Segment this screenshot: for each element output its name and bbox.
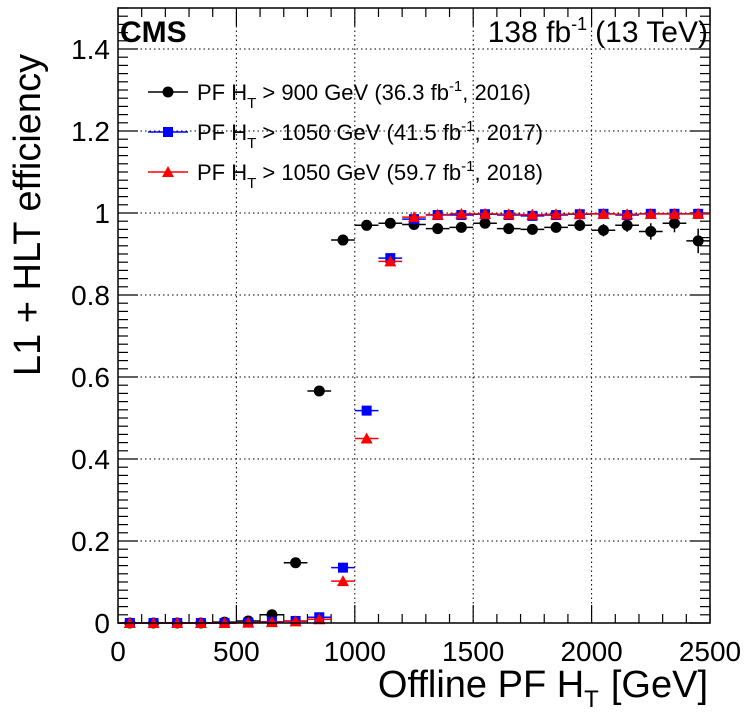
series-square	[118, 208, 710, 628]
cms-label: CMS	[120, 16, 187, 49]
data-point	[265, 616, 278, 628]
data-point	[692, 235, 704, 247]
data-point	[337, 562, 348, 573]
data-point	[455, 221, 467, 233]
y-tick-label: 1.4	[71, 34, 110, 65]
y-tick-label: 0.2	[71, 526, 110, 557]
data-point	[503, 223, 515, 235]
data-point	[597, 207, 610, 219]
series-triangle	[118, 207, 710, 628]
data-point	[290, 557, 302, 569]
legend-marker	[162, 166, 174, 177]
data-point	[645, 225, 657, 237]
data-point	[644, 207, 657, 219]
x-tick-label: 2500	[679, 636, 741, 667]
y-axis-title: L1 + HLT efficiency	[7, 54, 49, 376]
data-point	[550, 221, 562, 233]
axis-tick-labels: 0 500 1000 1500 2000 2500 0 0.2 0.4 0.6 0.8 1 1.2 1.4	[71, 34, 741, 667]
x-axis-title: Offline PF HT [GeV]	[378, 664, 708, 713]
lumi-energy: (13 TeV)	[595, 16, 708, 49]
data-point	[526, 208, 539, 220]
data-point	[550, 208, 563, 220]
x-tick-label: 1500	[442, 636, 504, 667]
x-axis-title-sub: T	[584, 686, 599, 713]
lumi-value: 138 fb	[488, 16, 571, 49]
plot-frame	[117, 7, 711, 624]
legend-marker	[163, 127, 173, 137]
y-tick-label: 0.8	[71, 280, 110, 311]
data-point	[479, 207, 492, 219]
grid-lines	[118, 8, 710, 623]
data-point	[479, 217, 491, 229]
data-point	[242, 616, 255, 628]
data-point	[526, 223, 538, 235]
legend-entry: PF HT > 1050 GeV (59.7 fb-1, 2018)	[148, 158, 543, 192]
data-point	[502, 208, 515, 220]
data-point	[597, 224, 609, 236]
legend-label: PF HT > 1050 GeV (41.5 fb-1, 2017)	[197, 118, 543, 152]
data-points	[118, 207, 710, 629]
data-point	[668, 217, 680, 229]
data-point	[361, 219, 373, 231]
data-point	[668, 207, 681, 219]
y-tick-label: 0.4	[71, 444, 110, 475]
data-point	[573, 207, 586, 219]
data-point	[361, 405, 372, 416]
luminosity-label: 138 fb-1 (13 TeV)	[488, 14, 708, 49]
legend-entry: PF HT > 900 GeV (36.3 fb-1, 2016)	[148, 78, 531, 112]
data-point	[431, 208, 444, 220]
legend-label: PF HT > 900 GeV (36.3 fb-1, 2016)	[197, 78, 531, 112]
data-point	[313, 613, 326, 625]
legend-entry: PF HT > 1050 GeV (41.5 fb-1, 2017)	[148, 118, 543, 152]
legend-marker	[162, 86, 174, 98]
x-tick-label: 500	[213, 636, 260, 667]
data-point	[621, 208, 634, 220]
legend: PF HT > 900 GeV (36.3 fb-1, 2016) PF HT >…	[148, 78, 543, 192]
data-point	[574, 219, 586, 231]
lumi-exponent: -1	[571, 14, 587, 34]
y-tick-label: 0.6	[71, 362, 110, 393]
data-point	[455, 207, 468, 219]
x-axis-title-unit: [GeV]	[611, 664, 708, 706]
data-point	[384, 217, 396, 229]
x-axis-title-main: Offline PF H	[378, 664, 584, 706]
y-tick-label: 1	[94, 198, 110, 229]
legend-label: PF HT > 1050 GeV (59.7 fb-1, 2018)	[197, 158, 543, 192]
data-point	[313, 385, 325, 397]
data-point	[384, 255, 397, 267]
y-tick-label: 1.2	[71, 116, 110, 147]
x-tick-label: 0	[110, 636, 126, 667]
data-point	[408, 211, 420, 223]
data-point	[360, 432, 373, 444]
data-point	[692, 207, 705, 219]
axis-ticks	[117, 7, 711, 624]
x-tick-label: 2000	[560, 636, 622, 667]
data-point	[621, 219, 633, 231]
x-tick-label: 1000	[324, 636, 386, 667]
data-point	[432, 223, 444, 235]
data-point	[336, 575, 349, 587]
data-point	[337, 234, 349, 246]
series-circle	[118, 214, 710, 629]
y-tick-label: 0	[94, 608, 110, 639]
